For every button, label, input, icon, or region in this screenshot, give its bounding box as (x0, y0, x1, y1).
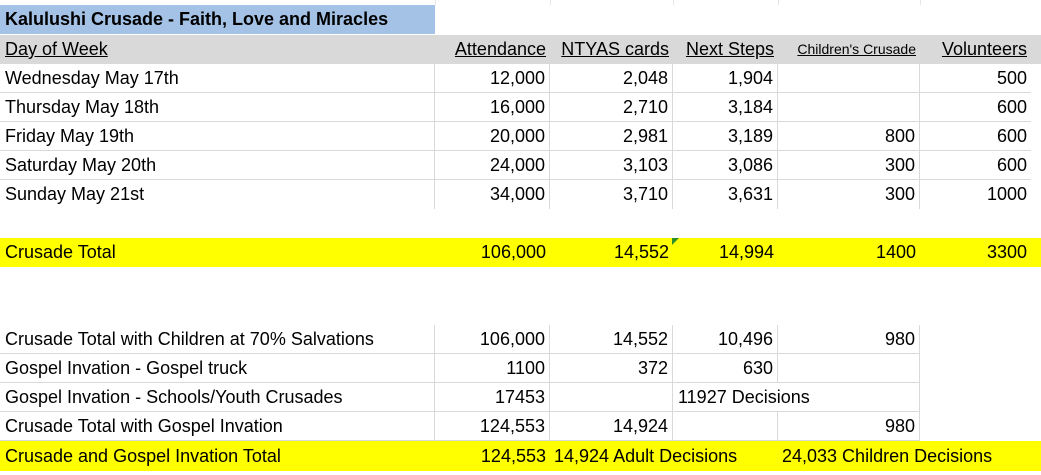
summary-label[interactable]: Crusade Total with Gospel Invation (0, 412, 435, 441)
ntyas-cell[interactable]: 2,048 (550, 64, 673, 93)
summary-next-steps[interactable] (673, 412, 778, 441)
total-row: Crusade Total 106,000 14,552 14,994 1400… (0, 238, 1041, 267)
gridline (778, 0, 779, 5)
summary-row: Gospel Invation - Gospel truck 1100 372 … (0, 354, 1041, 383)
total-label[interactable]: Crusade Total (5, 242, 116, 262)
gridline (550, 0, 551, 5)
summary-row: Crusade Total with Gospel Invation 124,5… (0, 412, 1041, 441)
volunteers-cell[interactable]: 600 (920, 93, 1031, 122)
next-steps-cell[interactable]: 3,631 (673, 180, 778, 209)
summary-next-steps[interactable]: 10,496 (673, 325, 778, 354)
total-ntyas[interactable]: 14,552 (613, 242, 669, 262)
summary-label[interactable]: Crusade Total with Children at 70% Salva… (0, 325, 435, 354)
attendance-cell[interactable]: 34,000 (435, 180, 550, 209)
total-children[interactable]: 1400 (875, 242, 916, 262)
total-attendance[interactable]: 106,000 (480, 242, 546, 262)
table-row: Thursday May 18th 16,000 2,710 3,184 600 (0, 93, 1041, 122)
header-next-steps[interactable]: Next Steps (685, 39, 774, 59)
header-row: Day of Week Attendance NTYAS cards Next … (0, 35, 1041, 64)
next-steps-cell[interactable]: 1,904 (673, 64, 778, 93)
next-steps-cell[interactable]: 3,184 (673, 93, 778, 122)
next-steps-cell[interactable]: 3,189 (673, 122, 778, 151)
summary-row: Crusade Total with Children at 70% Salva… (0, 325, 1041, 354)
summary-next-steps[interactable]: 11927 Decisions (673, 383, 920, 412)
summary-label[interactable]: Gospel Invation - Schools/Youth Crusades (0, 383, 435, 412)
volunteers-cell[interactable]: 600 (920, 122, 1031, 151)
table-row: Wednesday May 17th 12,000 2,048 1,904 50… (0, 64, 1041, 93)
summary-attendance[interactable]: 106,000 (435, 325, 550, 354)
summary-label[interactable]: Gospel Invation - Gospel truck (0, 354, 435, 383)
summary-attendance[interactable]: 124,553 (435, 412, 550, 441)
day-cell[interactable]: Friday May 19th (0, 122, 435, 151)
summary-row: Gospel Invation - Schools/Youth Crusades… (0, 383, 1041, 412)
children-cell[interactable]: 800 (778, 122, 920, 151)
gridline (673, 0, 674, 5)
summary-attendance[interactable]: 1100 (435, 354, 550, 383)
summary-next-steps[interactable]: 630 (673, 354, 778, 383)
children-cell[interactable] (778, 93, 920, 122)
summary-ntyas[interactable]: 372 (550, 354, 673, 383)
total-next-steps[interactable]: 14,994 (718, 242, 774, 262)
attendance-cell[interactable]: 20,000 (435, 122, 550, 151)
ntyas-cell[interactable]: 2,981 (550, 122, 673, 151)
ntyas-cell[interactable]: 3,710 (550, 180, 673, 209)
grand-total-attendance[interactable]: 124,553 (480, 446, 546, 466)
gridline (920, 0, 921, 5)
next-steps-cell[interactable]: 3,086 (673, 151, 778, 180)
sheet-title[interactable]: Kalulushi Crusade - Faith, Love and Mira… (0, 5, 435, 34)
comment-indicator-icon (672, 238, 679, 245)
title-row: Kalulushi Crusade - Faith, Love and Mira… (0, 5, 1041, 34)
header-attendance[interactable]: Attendance (454, 39, 546, 59)
summary-ntyas[interactable] (550, 383, 673, 412)
table-row: Friday May 19th 20,000 2,981 3,189 800 6… (0, 122, 1041, 151)
volunteers-cell[interactable]: 1000 (986, 184, 1027, 204)
table-row: Sunday May 21st 34,000 3,710 3,631 300 1… (0, 180, 1041, 209)
volunteers-cell[interactable]: 500 (920, 64, 1031, 93)
children-cell[interactable]: 300 (778, 180, 920, 209)
children-cell[interactable] (778, 64, 920, 93)
grand-total-label[interactable]: Crusade and Gospel Invation Total (5, 446, 281, 466)
header-day[interactable]: Day of Week (5, 39, 108, 59)
header-ntyas[interactable]: NTYAS cards (561, 39, 669, 59)
volunteers-cell[interactable]: 600 (920, 151, 1031, 180)
grand-total-children[interactable]: 24,033 Children Decisions (782, 446, 993, 466)
summary-children[interactable] (778, 354, 920, 383)
summary-ntyas[interactable]: 14,552 (550, 325, 673, 354)
day-cell[interactable]: Wednesday May 17th (0, 64, 435, 93)
total-volunteers[interactable]: 3300 (986, 242, 1027, 262)
attendance-cell[interactable]: 16,000 (435, 93, 550, 122)
day-cell[interactable]: Sunday May 21st (0, 180, 435, 209)
header-children[interactable]: Children's Crusade (797, 41, 916, 57)
ntyas-cell[interactable]: 2,710 (550, 93, 673, 122)
summary-attendance[interactable]: 17453 (435, 383, 550, 412)
day-cell[interactable]: Saturday May 20th (0, 151, 435, 180)
summary-ntyas[interactable]: 14,924 (550, 412, 673, 441)
day-cell[interactable]: Thursday May 18th (0, 93, 435, 122)
table-row: Saturday May 20th 24,000 3,103 3,086 300… (0, 151, 1041, 180)
gridline (435, 0, 436, 5)
attendance-cell[interactable]: 12,000 (435, 64, 550, 93)
summary-children[interactable]: 980 (778, 412, 920, 441)
attendance-cell[interactable]: 24,000 (435, 151, 550, 180)
ntyas-cell[interactable]: 3,103 (550, 151, 673, 180)
summary-children[interactable]: 980 (778, 325, 920, 354)
grand-total-adult[interactable]: 14,924 Adult Decisions (554, 446, 738, 466)
children-cell[interactable]: 300 (778, 151, 920, 180)
header-volunteers[interactable]: Volunteers (941, 39, 1027, 59)
grand-total-row: Crusade and Gospel Invation Total 124,55… (0, 441, 1041, 471)
